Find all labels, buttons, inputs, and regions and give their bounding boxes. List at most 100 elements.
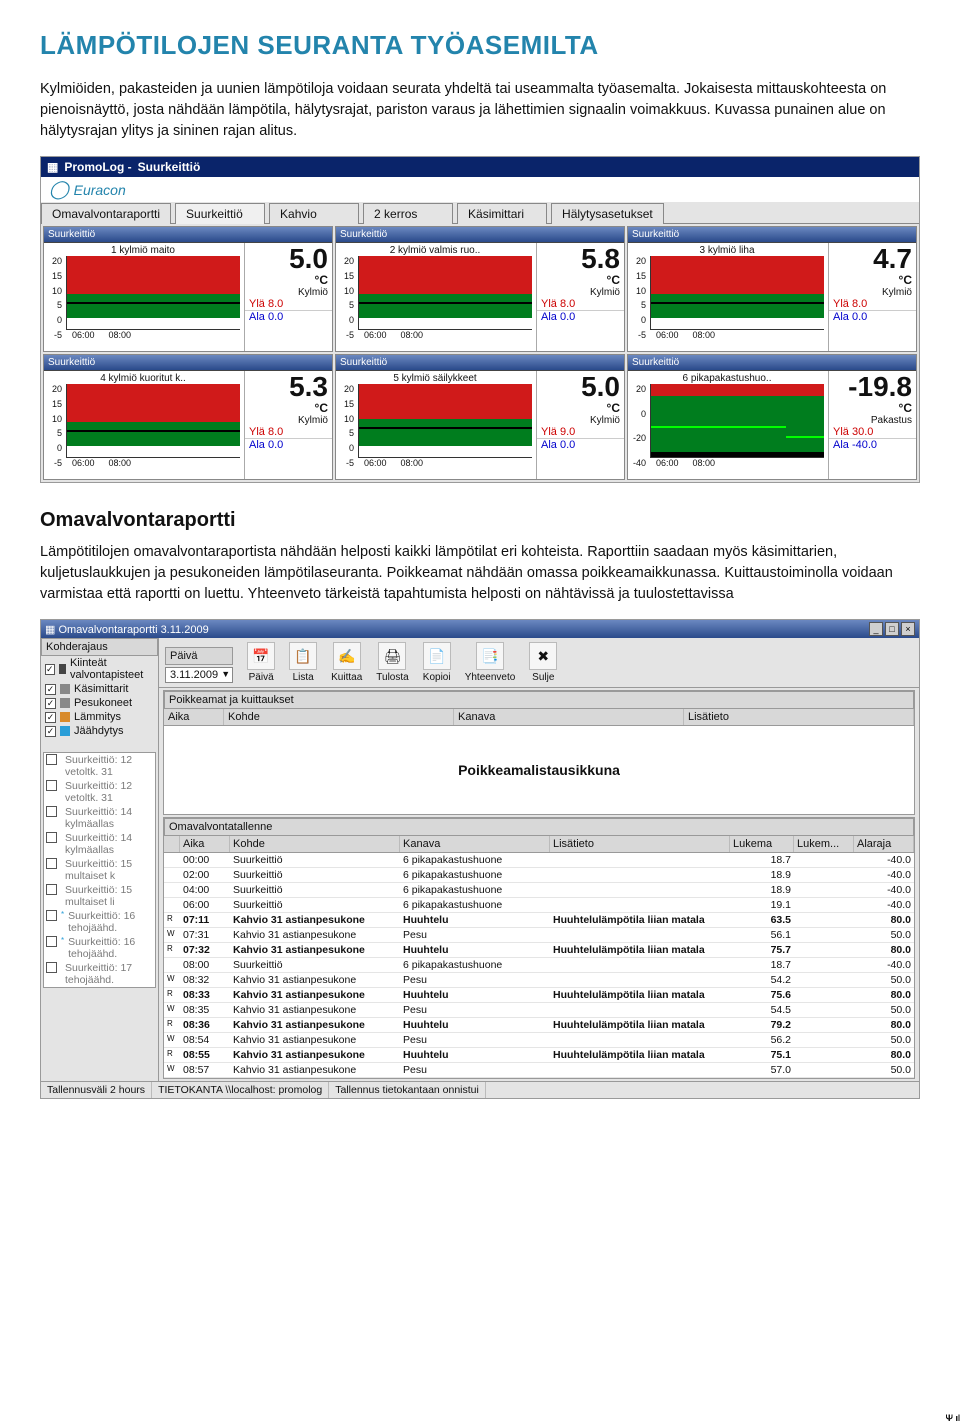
table-row[interactable]: 08:00Suurkeittiö6 pikapakastushuone18.7-… — [164, 958, 914, 973]
list-item[interactable]: Suurkeittiö: 15 multaiset k — [44, 857, 155, 883]
filter-label: Pesukoneet — [74, 697, 132, 709]
filter-row[interactable]: ✓Kiinteät valvontapisteet — [41, 656, 158, 682]
titlebar-prefix: PromoLog - — [64, 160, 131, 174]
toolbar-tulosta-button[interactable]: 🖨Tulosta — [376, 642, 408, 683]
tab-suurkeittiö[interactable]: Suurkeittiö — [175, 203, 265, 224]
column-header[interactable]: Lisätieto — [550, 836, 730, 852]
checkbox[interactable]: ✓ — [45, 664, 55, 675]
table-row[interactable]: 06:00Suurkeittiö6 pikapakastushuone19.1-… — [164, 898, 914, 913]
page-heading: LÄMPÖTILOJEN SEURANTA TYÖASEMILTA — [40, 30, 920, 61]
lower-limit: Ala 0.0 — [537, 310, 624, 323]
report-screenshot: ▦ Omavalvontaraportti 3.11.2009 _ □ × Ko… — [40, 619, 920, 1099]
column-header[interactable]: Kohde — [224, 709, 454, 725]
checkbox[interactable]: ✓ — [45, 726, 56, 737]
table-row[interactable]: 00:00Suurkeittiö6 pikapakastushuone18.7-… — [164, 853, 914, 868]
tab-kahvio[interactable]: Kahvio — [269, 203, 359, 224]
filter-row[interactable]: ✓ Jäähdytys — [41, 724, 158, 738]
chart-title: 1 kylmiö maito — [46, 245, 240, 256]
table-row[interactable]: R08:33Kahvio 31 astianpesukoneHuuhteluHu… — [164, 988, 914, 1003]
minimize-button[interactable]: _ — [869, 622, 883, 636]
date-picker[interactable]: 3.11.2009 — [165, 667, 233, 683]
table-row[interactable]: R08:55Kahvio 31 astianpesukoneHuuhteluHu… — [164, 1048, 914, 1063]
report-right-panel: Päivä 3.11.2009 📅Päivä📋Lista✍Kuittaa🖨Tul… — [159, 638, 919, 1081]
table-row[interactable]: 02:00Suurkeittiö6 pikapakastushuone18.9-… — [164, 868, 914, 883]
panel-header: Suurkeittiö — [336, 355, 624, 371]
list-item[interactable]: Suurkeittiö: 12 vetoltk. 31 — [44, 779, 155, 805]
toolbar-yhteenveto-button[interactable]: 📑Yhteenveto — [465, 642, 516, 683]
tab-käsimittari[interactable]: Käsimittari — [457, 203, 547, 224]
column-header[interactable]: Lukema — [730, 836, 794, 852]
list-item[interactable]: *Suurkeittiö: 16 tehojäähd. — [44, 909, 155, 935]
checkbox[interactable]: ✓ — [45, 698, 56, 709]
list-item[interactable]: Suurkeittiö: 14 kylmäallas — [44, 831, 155, 857]
chart-title: 5 kylmiö säilykkeet — [338, 373, 532, 384]
temp-value: 5.0 — [245, 243, 332, 273]
filter-row[interactable]: ✓ Pesukoneet — [41, 696, 158, 710]
filter-group-title: Kohderajaus — [41, 638, 158, 656]
temp-value: -19.8 — [829, 371, 916, 401]
temp-panel: Suurkeittiö5 kylmiö säilykkeet20151050-5… — [335, 354, 625, 480]
temp-value: 4.7 — [829, 243, 916, 273]
column-header[interactable]: Kanava — [454, 709, 684, 725]
column-header[interactable]: Aika — [180, 836, 230, 852]
table-row[interactable]: W08:57Kahvio 31 astianpesukonePesu57.050… — [164, 1063, 914, 1078]
temp-panel: Suurkeittiö3 kylmiö liha20151050-506:000… — [627, 226, 917, 352]
table-row[interactable]: R07:32Kahvio 31 astianpesukoneHuuhteluHu… — [164, 943, 914, 958]
chart-title: 2 kylmiö valmis ruo.. — [338, 245, 532, 256]
toolbar-kopioi-button[interactable]: 📄Kopioi — [423, 642, 451, 683]
filter-label: Jäähdytys — [74, 725, 124, 737]
upper-limit: Ylä 8.0 — [537, 298, 624, 310]
tab-2-kerros[interactable]: 2 kerros — [363, 203, 453, 224]
list-item[interactable]: Suurkeittiö: 15 multaiset li — [44, 883, 155, 909]
temp-panel: Suurkeittiö4 kylmiö kuoritut k..20151050… — [43, 354, 333, 480]
table-row[interactable]: 04:00Suurkeittiö6 pikapakastushuone18.9-… — [164, 883, 914, 898]
list-item[interactable]: Suurkeittiö: 14 kylmäallas — [44, 805, 155, 831]
filter-label: Käsimittarit — [74, 683, 128, 695]
close-button[interactable]: × — [901, 622, 915, 636]
log-group-title: Omavalvontatallenne — [164, 818, 914, 836]
upper-limit: Ylä 8.0 — [245, 298, 332, 310]
status-bar: Tallennusväli 2 hoursTIETOKANTA \\localh… — [41, 1081, 919, 1098]
column-header[interactable] — [164, 836, 180, 852]
list-item[interactable]: Suurkeittiö: 17 tehojäähd. — [44, 987, 155, 988]
list-item[interactable]: Suurkeittiö: 12 vetoltk. 31 — [44, 753, 155, 779]
table-row[interactable]: W08:32Kahvio 31 astianpesukonePesu54.250… — [164, 973, 914, 988]
filter-row[interactable]: ✓ Käsimittarit — [41, 682, 158, 696]
filter-icon — [60, 712, 70, 722]
column-header[interactable]: Alaraja — [854, 836, 914, 852]
report-titlebar: ▦ Omavalvontaraportti 3.11.2009 _ □ × — [41, 620, 919, 638]
toolbar-sulje-button[interactable]: ✖Sulje — [529, 642, 557, 683]
column-header[interactable]: Kanava — [400, 836, 550, 852]
maximize-button[interactable]: □ — [885, 622, 899, 636]
table-row[interactable]: R07:11Kahvio 31 astianpesukoneHuuhteluHu… — [164, 913, 914, 928]
table-row[interactable]: R08:36Kahvio 31 astianpesukoneHuuhteluHu… — [164, 1018, 914, 1033]
upper-limit: Ylä 9.0 — [537, 426, 624, 438]
list-item[interactable]: *Suurkeittiö: 16 tehojäähd. — [44, 935, 155, 961]
status-cell: TIETOKANTA \\localhost: promolog — [152, 1082, 329, 1098]
table-row[interactable]: W08:35Kahvio 31 astianpesukonePesu54.550… — [164, 1003, 914, 1018]
column-header[interactable]: Kohde — [230, 836, 400, 852]
tab-hälytysasetukset[interactable]: Hälytysasetukset — [551, 203, 664, 224]
toolbar-kuittaa-button[interactable]: ✍Kuittaa — [331, 642, 362, 683]
filter-row[interactable]: ✓ Lämmitys — [41, 710, 158, 724]
lower-limit: Ala 0.0 — [245, 438, 332, 451]
checkbox[interactable]: ✓ — [45, 684, 56, 695]
panel-header: Suurkeittiö — [44, 355, 332, 371]
toolbar-päivä-button[interactable]: 📅Päivä — [247, 642, 275, 683]
target-list[interactable]: Suurkeittiö: 12 vetoltk. 31Suurkeittiö: … — [43, 752, 156, 988]
checkbox[interactable]: ✓ — [45, 712, 56, 723]
tulosta-icon: 🖨 — [378, 642, 406, 670]
column-header[interactable]: Lukem... — [794, 836, 854, 852]
filter-icon — [60, 726, 70, 736]
column-header[interactable]: Lisätieto — [684, 709, 914, 725]
tab-omavalvontaraportti[interactable]: Omavalvontaraportti — [41, 203, 171, 224]
report-left-panel: Kohderajaus ✓Kiinteät valvontapisteet✓Kä… — [41, 638, 159, 1081]
panel-header: Suurkeittiö — [628, 227, 916, 243]
intro-paragraph: Kylmiöiden, pakasteiden ja uunien lämpöt… — [40, 79, 920, 142]
toolbar-lista-button[interactable]: 📋Lista — [289, 642, 317, 683]
table-row[interactable]: W07:31Kahvio 31 astianpesukonePesu56.150… — [164, 928, 914, 943]
column-header[interactable]: Aika — [164, 709, 224, 725]
filter-label: Lämmitys — [74, 711, 121, 723]
list-item[interactable]: Suurkeittiö: 17 tehojäähd. — [44, 961, 155, 987]
table-row[interactable]: W08:54Kahvio 31 astianpesukonePesu56.250… — [164, 1033, 914, 1048]
